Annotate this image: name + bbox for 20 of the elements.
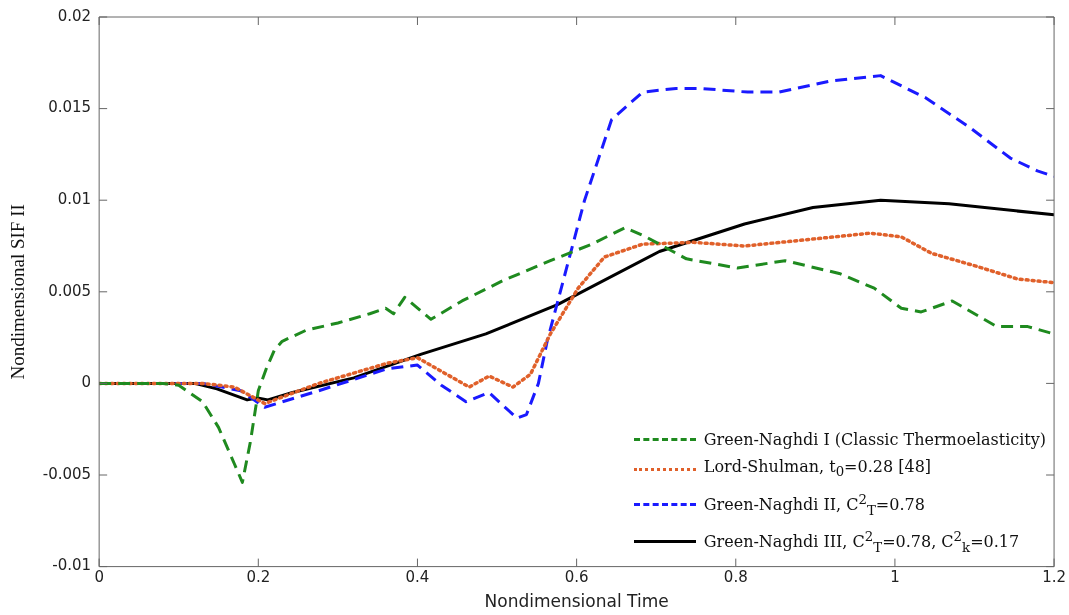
y-axis-title: Nondimensional SIF II [7, 204, 29, 380]
x-tick-label: 0.6 [564, 568, 589, 587]
x-tick-label: 0 [94, 568, 104, 587]
x-tick-label: 1 [890, 568, 900, 587]
legend-label: Lord-Shulman, t$_{0}$=0.28 [48] [703, 456, 932, 482]
y-tick-label: -0.01 [52, 556, 92, 575]
x-tick-label: 0.4 [405, 568, 430, 587]
legend-label: Green-Naghdi III, C$^{2}$$_{T}$=0.78, C$^{2}$$_{k}$=0.17 [703, 528, 1020, 557]
x-tick-label: 1.2 [1042, 568, 1066, 587]
y-tick-label: 0.015 [48, 98, 92, 117]
x-axis-title: Nondimensional Time [484, 591, 669, 612]
y-tick-label: 0.01 [57, 190, 92, 209]
x-tick-label: 0.2 [246, 568, 271, 587]
x-tick-label: 0.8 [723, 568, 748, 587]
y-tick-label: 0.005 [48, 281, 92, 300]
y-tick-label: 0.02 [57, 6, 92, 25]
legend-label: Green-Naghdi I (Classic Thermoelasticity) [703, 429, 1047, 452]
y-tick-label: -0.005 [42, 464, 92, 483]
y-tick-label: 0 [81, 373, 92, 392]
legend-label: Green-Naghdi II, C$^{2}$$_{T}$=0.78 [703, 490, 925, 520]
